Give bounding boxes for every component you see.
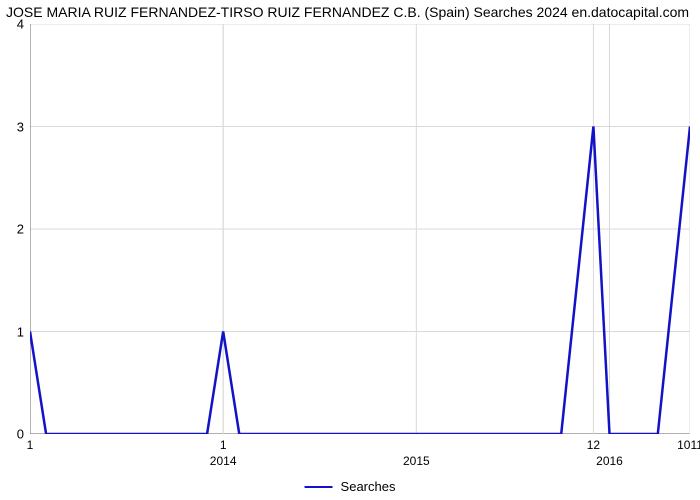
chart-plot xyxy=(30,24,690,434)
xtick-label: 1 xyxy=(220,438,227,452)
xtick-label: 1 xyxy=(27,438,34,452)
xtick-year-label: 2014 xyxy=(210,454,237,468)
chart-title: JOSE MARIA RUIZ FERNANDEZ-TIRSO RUIZ FER… xyxy=(6,4,689,20)
ytick-label: 4 xyxy=(17,17,24,32)
xtick-year-label: 2015 xyxy=(403,454,430,468)
chart-area: 01234 11121011 201420152016 xyxy=(30,24,690,434)
legend-swatch xyxy=(305,486,333,488)
xtick-label: 1011 xyxy=(677,438,700,452)
ytick-label: 0 xyxy=(17,427,24,442)
ytick-label: 3 xyxy=(17,119,24,134)
xtick-year-label: 2016 xyxy=(596,454,623,468)
xtick-label: 12 xyxy=(587,438,600,452)
legend: Searches xyxy=(305,479,396,494)
ytick-label: 1 xyxy=(17,324,24,339)
ytick-label: 2 xyxy=(17,222,24,237)
legend-label: Searches xyxy=(341,479,396,494)
